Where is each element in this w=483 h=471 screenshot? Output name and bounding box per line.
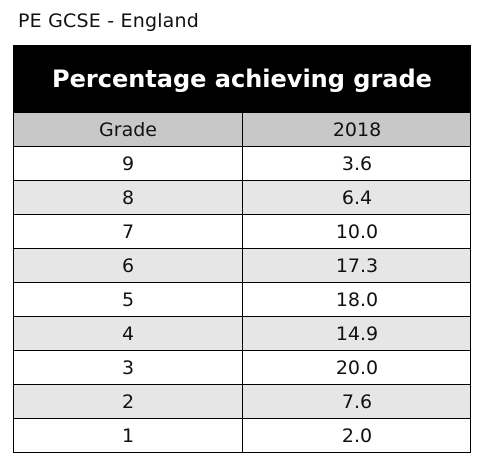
grade-cell: 6 xyxy=(121,254,135,277)
percentage-cell: 10.0 xyxy=(242,215,471,248)
table-row: 1 2.0 xyxy=(14,419,470,453)
percentage-cell: 18.0 xyxy=(242,283,471,316)
grade-cell: 5 xyxy=(121,288,135,311)
percentage-cell: 20.0 xyxy=(242,351,471,384)
table-row: 2 7.6 xyxy=(14,385,470,419)
table-row: 9 3.6 xyxy=(14,147,470,181)
grade-cell: 4 xyxy=(121,322,135,345)
column-header-grade: Grade xyxy=(99,118,157,141)
table-body: 9 3.6 8 6.4 7 10.0 6 17.3 5 18.0 4 14.9 3 20.0 2 7.6 1 2.… xyxy=(14,147,470,453)
table-row: 7 10.0 xyxy=(14,215,470,249)
percentage-cell: 14.9 xyxy=(242,317,471,350)
grade-cell: 7 xyxy=(121,220,135,243)
percentage-cell: 7.6 xyxy=(242,385,471,418)
percentage-cell: 2.0 xyxy=(242,419,471,452)
grade-cell: 8 xyxy=(121,186,135,209)
table-title: Percentage achieving grade xyxy=(14,45,470,113)
table-row: 4 14.9 xyxy=(14,317,470,351)
column-header-year: 2018 xyxy=(242,113,471,146)
grade-cell: 9 xyxy=(121,152,135,175)
percentage-cell: 17.3 xyxy=(242,249,471,282)
table-row: 5 18.0 xyxy=(14,283,470,317)
grade-cell: 1 xyxy=(121,424,135,447)
page-caption: PE GCSE - England xyxy=(18,10,200,32)
percentage-cell: 3.6 xyxy=(242,147,471,180)
table-row: 8 6.4 xyxy=(14,181,470,215)
grade-cell: 2 xyxy=(121,390,135,413)
table-header-row: Grade 2018 xyxy=(14,113,470,147)
table-row: 3 20.0 xyxy=(14,351,470,385)
percentage-cell: 6.4 xyxy=(242,181,471,214)
grade-cell: 3 xyxy=(121,356,135,379)
table-row: 6 17.3 xyxy=(14,249,470,283)
